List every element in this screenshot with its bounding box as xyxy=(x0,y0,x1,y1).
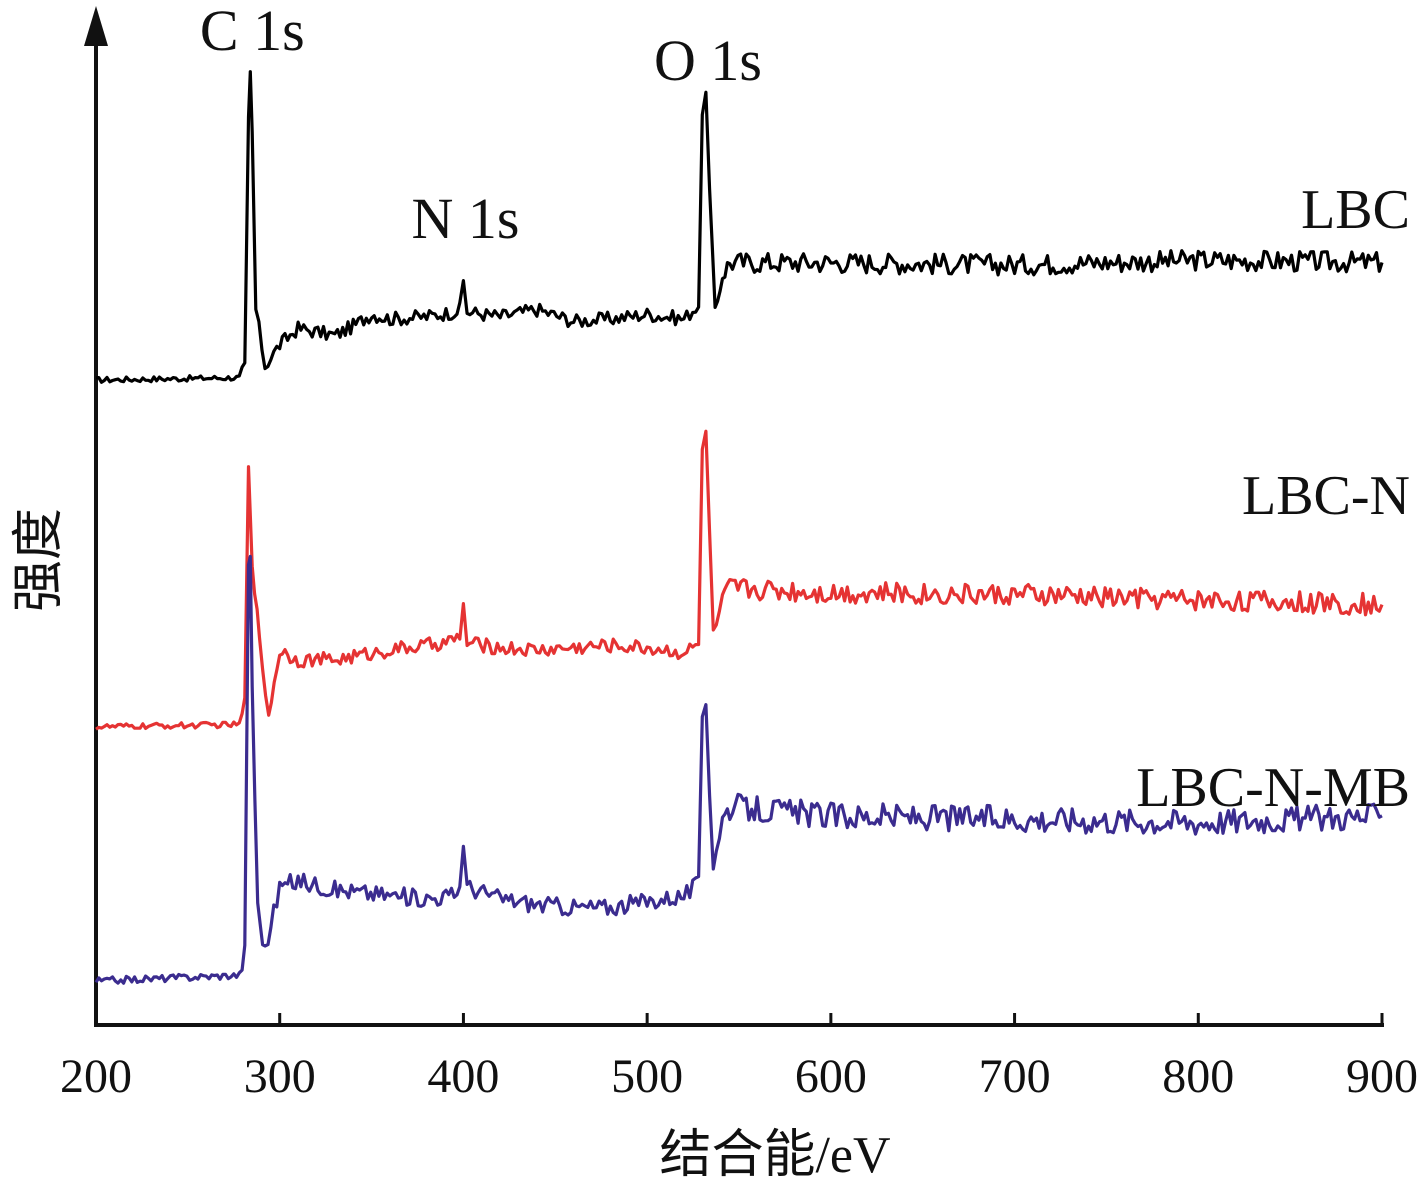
y-axis-arrow xyxy=(84,6,108,46)
spectra xyxy=(94,70,1384,985)
x-tick-label-700: 700 xyxy=(979,1050,1051,1103)
x-tick-label-900: 900 xyxy=(1346,1050,1417,1103)
x-tick-label-800: 800 xyxy=(1162,1050,1234,1103)
series-line-lbc xyxy=(95,70,1384,384)
series-line-lbc-n xyxy=(95,429,1384,731)
x-tick-label-200: 200 xyxy=(60,1050,132,1103)
x-tick-label-600: 600 xyxy=(795,1050,867,1103)
series-label-lbc-n: LBC-N xyxy=(1242,465,1410,527)
y-axis-title: 强度 xyxy=(11,508,68,612)
series-line-lbc-n-mb xyxy=(94,554,1383,985)
series-label-lbc-n-mb: LBC-N-MB xyxy=(1136,757,1410,819)
peak-label-n-1s: N 1s xyxy=(411,186,519,251)
peak-label-c-1s: C 1s xyxy=(200,0,305,63)
x-axis-title: 结合能/eV xyxy=(659,1127,890,1181)
peak-annotations: C 1s N 1s O 1s xyxy=(200,0,762,251)
x-tick-label-500: 500 xyxy=(611,1050,683,1103)
series-labels: LBC LBC-N LBC-N-MB xyxy=(1136,179,1410,819)
x-tick-label-400: 400 xyxy=(427,1050,499,1103)
x-axis-tick-labels: 200 300 400 500 600 700 800 900 xyxy=(60,1050,1417,1103)
x-tick-label-300: 300 xyxy=(244,1050,316,1103)
series-label-lbc: LBC xyxy=(1301,179,1410,241)
peak-label-o-1s: O 1s xyxy=(654,28,762,93)
x-axis-ticks xyxy=(94,1013,1384,1027)
